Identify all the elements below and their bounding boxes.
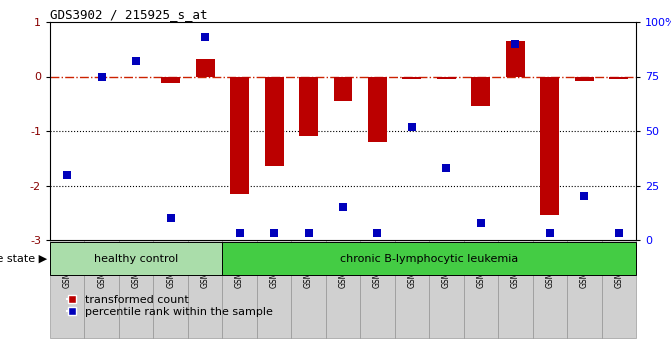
Bar <box>360 240 395 338</box>
Bar <box>119 240 154 338</box>
Bar <box>333 76 352 101</box>
Bar <box>540 76 560 216</box>
Point <box>97 74 107 79</box>
Bar <box>567 240 601 338</box>
Point <box>62 172 72 177</box>
Bar <box>429 240 464 338</box>
Bar <box>498 240 533 338</box>
Bar <box>264 76 284 166</box>
Text: healthy control: healthy control <box>94 253 178 263</box>
Bar <box>299 76 318 136</box>
Bar <box>609 76 628 79</box>
Bar <box>222 242 636 275</box>
Bar <box>291 240 325 338</box>
Point <box>303 230 314 236</box>
Bar <box>230 76 249 194</box>
Bar <box>403 76 421 79</box>
Bar <box>575 76 594 81</box>
Point <box>372 230 383 236</box>
Bar <box>506 41 525 76</box>
Text: GDS3902 / 215925_s_at: GDS3902 / 215925_s_at <box>50 8 207 21</box>
Point <box>579 194 590 199</box>
Bar <box>325 240 360 338</box>
Bar <box>464 240 498 338</box>
Bar <box>222 240 257 338</box>
Bar <box>395 240 429 338</box>
Bar <box>85 240 119 338</box>
Point <box>200 34 211 40</box>
Point <box>476 220 486 225</box>
Point <box>441 165 452 171</box>
Point <box>268 230 279 236</box>
Bar <box>368 76 387 142</box>
Bar <box>472 76 491 107</box>
Bar <box>161 76 180 83</box>
Bar <box>50 242 222 275</box>
Point <box>510 41 521 47</box>
Point <box>338 205 348 210</box>
Point <box>234 230 245 236</box>
Bar <box>257 240 291 338</box>
Point <box>613 230 624 236</box>
Text: disease state ▶: disease state ▶ <box>0 253 47 263</box>
Bar <box>154 240 188 338</box>
Point <box>407 124 417 130</box>
Bar <box>601 240 636 338</box>
Bar <box>533 240 567 338</box>
Bar <box>188 240 222 338</box>
Point <box>544 230 555 236</box>
Bar <box>437 76 456 79</box>
Legend: transformed count, percentile rank within the sample: transformed count, percentile rank withi… <box>67 295 273 317</box>
Point <box>131 58 142 64</box>
Point <box>165 215 176 221</box>
Bar <box>50 240 85 338</box>
Bar <box>196 59 215 76</box>
Text: chronic B-lymphocytic leukemia: chronic B-lymphocytic leukemia <box>340 253 518 263</box>
